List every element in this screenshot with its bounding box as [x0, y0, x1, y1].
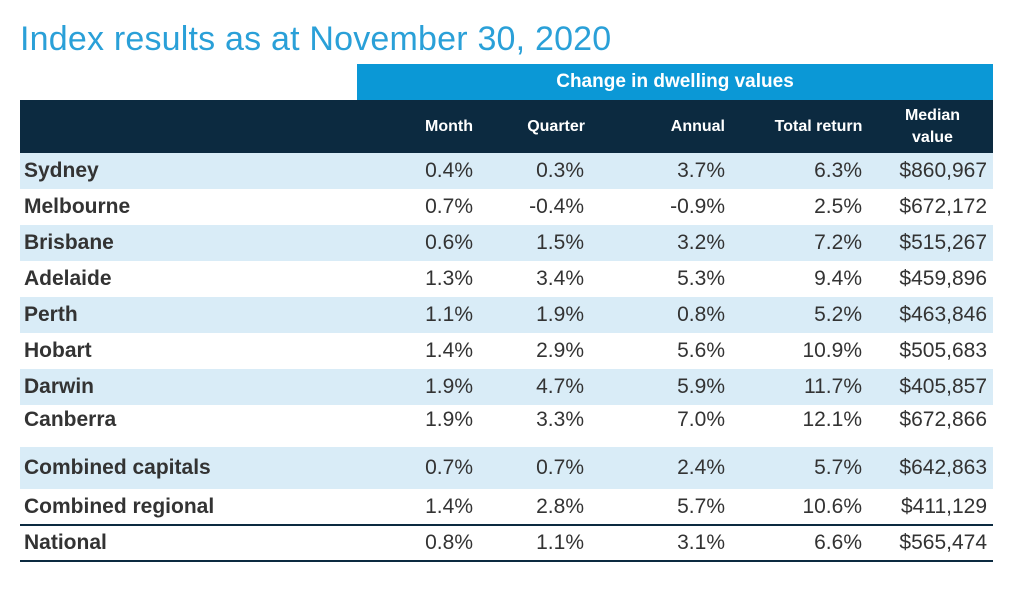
total-return-value: 12.1%	[802, 408, 862, 431]
region-name: Combined regional	[24, 494, 215, 518]
month-value: 1.3%	[425, 267, 473, 290]
column-header-row: Month Quarter Annual Total return Median…	[20, 100, 993, 153]
annual-value: -0.9%	[670, 195, 725, 218]
annual-value: 2.4%	[629, 435, 765, 489]
region-name: Melbourne	[24, 195, 131, 218]
region-name: Combined capitals	[20, 435, 357, 489]
median-value: $860,967	[899, 159, 987, 182]
median-value: $642,863	[872, 435, 993, 489]
annual-value: 7.0%	[677, 408, 725, 431]
region-name: Darwin	[24, 375, 95, 398]
annual-value: 3.7%	[677, 159, 725, 182]
table-row: Melbourne 0.7% -0.4% -0.9% 2.5% $672,172	[20, 189, 993, 225]
quarter-value: 4.7%	[536, 375, 584, 398]
quarter-value: 3.3%	[536, 408, 584, 431]
index-results-table: Month Quarter Annual Total return Median…	[20, 100, 993, 562]
region-name: National	[20, 524, 357, 562]
total-return-value: 10.6%	[802, 494, 862, 518]
region-name: Hobart	[24, 339, 92, 362]
region-name: Perth	[24, 303, 78, 326]
column-header-total-return: Total return	[774, 117, 863, 135]
total-return-value: 5.2%	[814, 303, 862, 326]
annual-value: 0.8%	[677, 303, 725, 326]
annual-value: 5.3%	[677, 267, 725, 290]
month-value: 0.7%	[357, 435, 493, 489]
total-return-value: 2.5%	[814, 195, 862, 218]
median-value: $672,866	[899, 408, 987, 431]
total-return-value: 7.2%	[814, 231, 862, 254]
median-value: $505,683	[899, 339, 987, 362]
total-return-value: 10.9%	[802, 339, 862, 362]
median-header-line1: Median	[904, 106, 961, 124]
quarter-value: 2.9%	[536, 339, 584, 362]
table-row: Hobart 1.4% 2.9% 5.6% 10.9% $505,683	[20, 333, 993, 369]
median-value: $459,896	[899, 267, 987, 290]
total-return-value: 11.7%	[804, 375, 862, 398]
column-header-month: Month	[425, 117, 473, 135]
month-value: 1.9%	[425, 408, 473, 431]
quarter-value: 3.4%	[536, 267, 584, 290]
region-name: Brisbane	[24, 231, 114, 254]
median-value: $411,129	[900, 494, 987, 518]
median-value: $515,267	[899, 231, 987, 254]
table-row: Sydney 0.4% 0.3% 3.7% 6.3% $860,967	[20, 153, 993, 189]
table-row: Darwin 1.9% 4.7% 5.9% 11.7% $405,857	[20, 369, 993, 405]
month-value: 0.4%	[425, 159, 473, 182]
table-row: Combined capitals 0.7% 0.7% 2.4% 5.7% $642,86…	[20, 435, 993, 489]
month-value: 1.1%	[425, 303, 473, 326]
quarter-value: -0.4%	[529, 195, 584, 218]
table-row: Brisbane 0.6% 1.5% 3.2% 7.2% $515,267	[20, 225, 993, 261]
table-row: Perth 1.1% 1.9% 0.8% 5.2% $463,846	[20, 297, 993, 333]
annual-value: 5.7%	[677, 494, 725, 518]
month-value: 1.4%	[425, 494, 473, 518]
quarter-value: 0.7%	[493, 435, 629, 489]
column-header-region	[20, 100, 357, 153]
month-value: 1.4%	[425, 339, 473, 362]
group-header-change-in-dwelling-values: Change in dwelling values	[357, 64, 993, 100]
column-header-median-value: Median value	[872, 100, 993, 153]
quarter-value: 1.1%	[493, 524, 629, 562]
month-value: 0.6%	[425, 231, 473, 254]
page-title: Index results as at November 30, 2020	[20, 20, 612, 58]
total-return-value: 5.7%	[765, 435, 872, 489]
annual-value: 3.1%	[629, 524, 765, 562]
quarter-value: 0.3%	[536, 159, 584, 182]
quarter-value: 1.5%	[536, 231, 584, 254]
quarter-value: 2.8%	[536, 494, 584, 518]
median-value: $565,474	[872, 524, 993, 562]
region-name: Canberra	[24, 408, 117, 431]
median-value: $405,857	[899, 375, 987, 398]
total-return-value: 6.3%	[814, 159, 862, 182]
median-value: $672,172	[899, 195, 987, 218]
total-return-value: 9.4%	[814, 267, 862, 290]
median-value: $463,846	[899, 303, 987, 326]
column-header-quarter: Quarter	[527, 117, 585, 135]
annual-value: 5.9%	[677, 375, 725, 398]
median-header-line2: value	[912, 128, 953, 146]
column-header-annual: Annual	[670, 117, 725, 135]
month-value: 1.9%	[425, 375, 473, 398]
table-row: Canberra 1.9% 3.3% 7.0% 12.1% $672,866	[20, 405, 993, 441]
total-return-value: 6.6%	[765, 524, 872, 562]
month-value: 0.8%	[357, 524, 493, 562]
month-value: 0.7%	[425, 195, 473, 218]
annual-value: 5.6%	[677, 339, 725, 362]
quarter-value: 1.9%	[536, 303, 584, 326]
table-row: Combined regional 1.4% 2.8% 5.7% 10.6% $411,1…	[20, 489, 993, 525]
table-row: Adelaide 1.3% 3.4% 5.3% 9.4% $459,896	[20, 261, 993, 297]
annual-value: 3.2%	[677, 231, 725, 254]
table-row: National 0.8% 1.1% 3.1% 6.6% $565,474	[20, 524, 993, 562]
region-name: Adelaide	[24, 267, 112, 290]
region-name: Sydney	[24, 159, 99, 182]
